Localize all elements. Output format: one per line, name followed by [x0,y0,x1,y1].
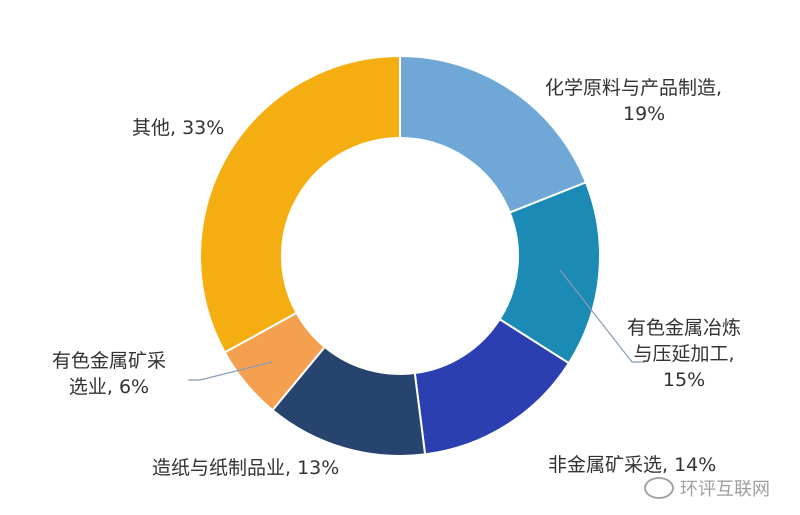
label-nonmetal-mining: 非金属矿采选, 14% [548,454,717,476]
label-chemical: 化学原料与产品制造, 19% [545,77,723,125]
label-paper: 造纸与纸制品业, 13% [152,457,340,479]
leader-line-nonferrous-smelting [559,269,645,363]
watermark-text: 环评互联网 [680,479,770,500]
label-nonferrous-smelting: 有色金属冶炼 与压延加工, 15% [627,317,742,391]
watermark: 环评互联网 [644,475,770,501]
slice-chemical [399,54,588,214]
wechat-icon [644,477,674,499]
label-other: 其他, 33% [132,117,225,139]
leader-line-nonferrous-mining [188,361,273,381]
slice-other [199,54,401,354]
label-nonferrous-mining: 有色金属矿采 选业, 6% [52,350,167,398]
